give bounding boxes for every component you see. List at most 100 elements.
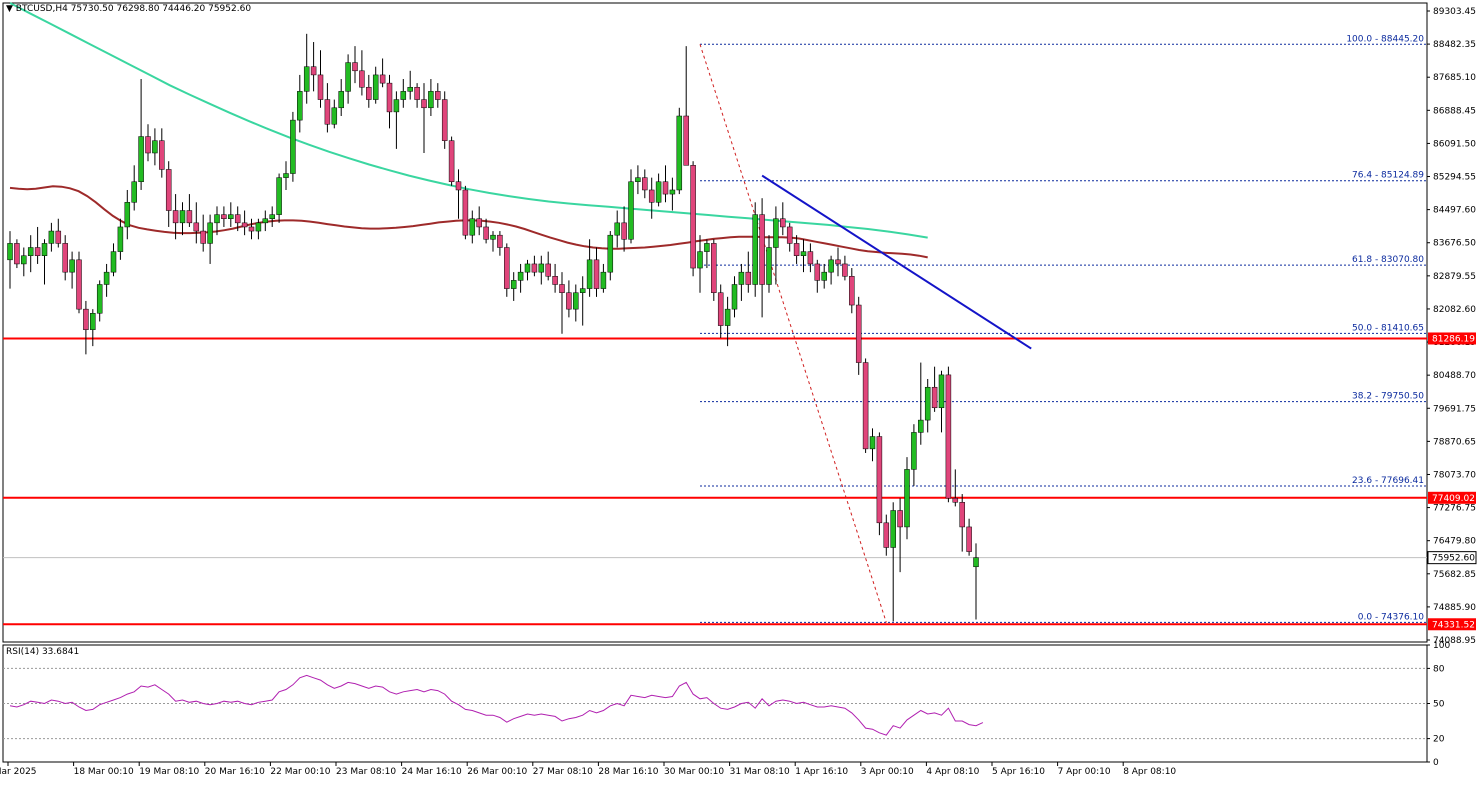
- candle-bull: [124, 202, 131, 228]
- candle-bull: [655, 181, 662, 203]
- candle-bull: [407, 86, 413, 92]
- candle-bull: [179, 210, 186, 224]
- y-tick-label: 83676.50: [1433, 239, 1476, 249]
- candle-bear: [945, 374, 952, 499]
- candle-bear: [83, 308, 89, 330]
- candle-bear: [435, 91, 441, 100]
- candle-bull: [372, 74, 379, 100]
- rsi-tick-label: 50: [1433, 700, 1445, 710]
- y-tick-label: 75682.85: [1433, 570, 1476, 580]
- candle-bear: [931, 386, 938, 409]
- candle-bull: [290, 119, 296, 174]
- x-tick-label: 1 Apr 16:10: [795, 767, 848, 777]
- candle-bear: [531, 263, 538, 273]
- candle-bull: [586, 259, 593, 289]
- candle-bull: [428, 91, 434, 109]
- candle-bull: [579, 288, 586, 293]
- candle-bull: [731, 284, 738, 310]
- candle-bull: [911, 432, 917, 470]
- candle-bull: [41, 243, 48, 256]
- candle-bear: [414, 86, 420, 100]
- candle-bear: [952, 497, 959, 503]
- candle-bear: [145, 136, 151, 154]
- candle-bear: [200, 230, 206, 244]
- x-tick-label: 28 Mar 16:10: [598, 767, 658, 777]
- price-level-tag: [1428, 618, 1476, 631]
- y-tick-label: 80488.70: [1433, 371, 1476, 381]
- y-tick-label: 78870.65: [1433, 437, 1476, 447]
- x-tick-label: 20 Mar 16:10: [205, 767, 265, 777]
- candle-bull: [7, 243, 13, 261]
- candle-bull: [828, 259, 834, 273]
- y-tick-label: 78073.70: [1433, 470, 1476, 480]
- candle-bull: [904, 469, 910, 528]
- candle-bull: [800, 251, 807, 256]
- candle-bear: [849, 276, 855, 306]
- candle-bear: [711, 243, 717, 293]
- candle-bull: [262, 218, 269, 224]
- candle-bear: [966, 526, 972, 552]
- candle-bull: [918, 419, 924, 433]
- candle-bull: [600, 271, 607, 289]
- y-tick-label: 86888.45: [1433, 106, 1476, 116]
- y-tick-label: 85294.55: [1433, 173, 1476, 183]
- candle-bear: [359, 70, 365, 88]
- candle-bear: [186, 210, 193, 224]
- candle-bull: [110, 251, 117, 273]
- candle-bull: [752, 214, 758, 285]
- fib-level-label: 50.0 - 81410.65: [1352, 323, 1424, 333]
- candle-bull: [27, 247, 34, 256]
- candle-bear: [221, 214, 227, 219]
- fib-level-label: 76.4 - 85124.89: [1352, 171, 1424, 181]
- x-tick-label: 27 Mar 08:10: [533, 767, 593, 777]
- y-tick-label: 82082.60: [1433, 305, 1476, 315]
- candle-bear: [545, 263, 551, 277]
- candle-bull: [628, 181, 634, 240]
- candle-bull: [938, 374, 945, 409]
- candle-bear: [310, 66, 317, 76]
- candle-bull: [228, 214, 234, 219]
- candle-bear: [897, 510, 903, 528]
- x-tick-label: 23 Mar 08:10: [336, 767, 396, 777]
- candle-bull: [303, 66, 310, 92]
- x-tick-label: 31 Mar 08:10: [730, 767, 790, 777]
- current-price-tag: [1427, 551, 1477, 565]
- ohlc-values: 75730.50 76298.80 74446.20 75952.60: [70, 4, 252, 14]
- candle-bear: [248, 226, 255, 232]
- candle-bull: [890, 510, 896, 548]
- fib-level-label: 38.2 - 79750.50: [1352, 392, 1424, 402]
- candle-bear: [62, 243, 68, 273]
- candle-bull: [869, 436, 876, 450]
- x-tick-label: 5 Apr 16:10: [992, 767, 1045, 777]
- candle-bull: [117, 226, 124, 252]
- main-pane-frame: [2, 2, 1428, 643]
- collapse-triangle-icon[interactable]: ▼: [6, 4, 13, 14]
- candle-bull: [297, 91, 303, 121]
- candle-bear: [842, 263, 848, 277]
- candle-bull: [152, 140, 158, 154]
- candle-bull: [214, 214, 220, 224]
- rsi-tick-label: 80: [1433, 664, 1445, 674]
- candle-bear: [959, 502, 965, 528]
- candle-bear: [483, 226, 489, 240]
- candle-bear: [379, 74, 386, 84]
- candle-bull: [96, 284, 103, 314]
- candle-bear: [862, 362, 869, 450]
- candle-bear: [759, 214, 765, 285]
- x-tick-label: 16 Mar 2025: [0, 767, 37, 777]
- symbol-label: BTCUSD,H4: [15, 4, 68, 14]
- candle-bull: [766, 247, 772, 285]
- candle-bear: [559, 284, 565, 293]
- x-tick-label: 22 Mar 00:10: [270, 767, 330, 777]
- candle-bear: [234, 214, 241, 224]
- candle-bull: [538, 263, 545, 273]
- candle-bear: [566, 292, 572, 310]
- candle-bull: [635, 177, 641, 183]
- y-tick-label: 82879.55: [1433, 272, 1476, 282]
- candle-bull: [400, 91, 407, 100]
- candle-bear: [745, 271, 752, 285]
- candle-bear: [883, 522, 890, 548]
- x-tick-label: 4 Apr 08:10: [926, 767, 979, 777]
- price-level-tag-label: 77409.02: [1432, 494, 1475, 504]
